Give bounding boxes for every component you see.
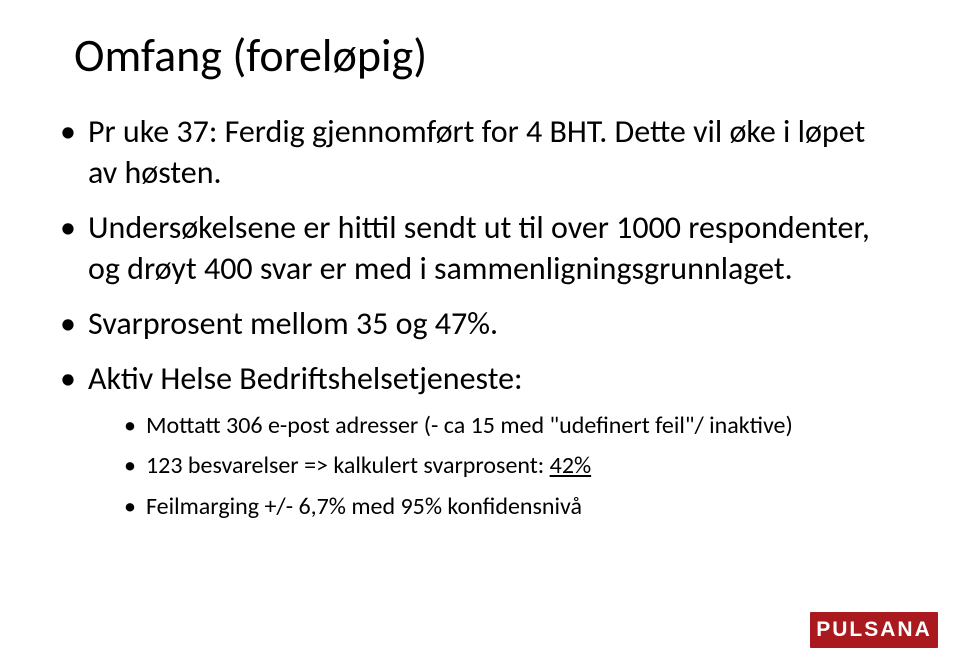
sub-bullet-item: 123 besvarelser => kalkulert svarprosent… [124, 450, 900, 482]
sub-bullet-list: Mottatt 306 e-post adresser (- ca 15 med… [88, 410, 900, 523]
bullet-item: Pr uke 37: Ferdig gjennomført for 4 BHT.… [60, 112, 900, 194]
sub-bullet-text: Feilmarging +/- 6,7% med 95% konfidensni… [146, 492, 582, 521]
brand-logo: PULSANA [810, 612, 938, 648]
bullet-text: Svarprosent mellom 35 og 47%. [88, 304, 498, 343]
bullet-text: Aktiv Helse Bedriftshelsetjeneste: [88, 359, 523, 398]
brand-logo-text: PULSANA [816, 618, 932, 642]
slide: Omfang (foreløpig) Pr uke 37: Ferdig gje… [0, 0, 960, 666]
bullet-list: Pr uke 37: Ferdig gjennomført for 4 BHT.… [60, 112, 900, 523]
bullet-item: Aktiv Helse Bedriftshelsetjeneste: Motta… [60, 359, 900, 523]
sub-bullet-text: Mottatt 306 e-post adresser (- ca 15 med… [146, 411, 793, 440]
bullet-text: Pr uke 37: Ferdig gjennomført for 4 BHT.… [88, 112, 865, 192]
slide-title: Omfang (foreløpig) [74, 28, 900, 84]
bullet-text: Undersøkelsene er hittil sendt ut til ov… [88, 208, 870, 288]
bullet-item: Svarprosent mellom 35 og 47%. [60, 304, 900, 345]
bullet-item: Undersøkelsene er hittil sendt ut til ov… [60, 208, 900, 290]
sub-bullet-item: Mottatt 306 e-post adresser (- ca 15 med… [124, 410, 900, 442]
sub-bullet-item: Feilmarging +/- 6,7% med 95% konfidensni… [124, 491, 900, 523]
sub-bullet-underlined: 42% [550, 451, 591, 480]
sub-bullet-prefix: 123 besvarelser => kalkulert svarprosent… [146, 451, 550, 480]
